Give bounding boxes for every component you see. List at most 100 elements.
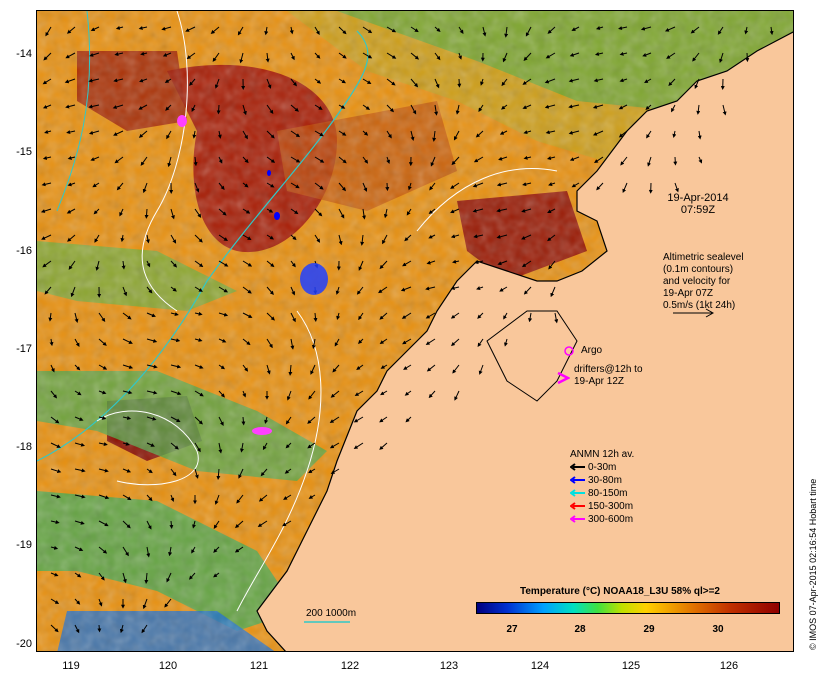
velocity-arrow [310, 364, 316, 375]
velocity-arrow [504, 26, 509, 38]
y-tick-label: -15 [16, 146, 32, 158]
velocity-arrow [308, 468, 316, 474]
velocity-arrow [50, 416, 60, 424]
velocity-arrow [98, 364, 108, 370]
velocity-arrow [44, 286, 52, 295]
velocity-arrow [283, 494, 292, 500]
y-tick-label: -20 [16, 638, 32, 650]
velocity-arrow [620, 156, 628, 166]
velocity-arrow [98, 520, 109, 527]
velocity-arrow [74, 364, 81, 371]
y-tick-label: -18 [16, 441, 32, 453]
velocity-arrow [146, 494, 153, 502]
velocity-arrow [382, 234, 388, 245]
velocity-arrow [353, 416, 364, 423]
velocity-arrow [74, 572, 82, 578]
velocity-arrow [472, 208, 484, 213]
velocity-arrow [547, 208, 556, 214]
velocity-arrow [170, 338, 181, 343]
velocity-scale-arrow [673, 308, 715, 318]
velocity-arrow [90, 26, 100, 31]
velocity-arrow [592, 104, 604, 109]
velocity-arrow [192, 520, 196, 529]
velocity-arrow [290, 234, 297, 241]
velocity-arrow [42, 104, 52, 109]
velocity-arrow [379, 442, 388, 450]
velocity-arrow [360, 234, 365, 246]
drifters-line: 19-Apr 12Z [574, 376, 625, 387]
velocity-arrow [528, 312, 533, 323]
y-tick-label: -19 [16, 539, 32, 551]
velocity-arrow [43, 52, 52, 61]
velocity-arrow [690, 26, 700, 34]
velocity-arrow [122, 468, 132, 473]
velocity-arrow [595, 26, 604, 30]
velocity-arrow [194, 442, 201, 453]
velocity-arrow [74, 520, 85, 525]
velocity-arrow [194, 468, 199, 479]
velocity-arrow [522, 104, 532, 109]
altimetry-note: Altimetric sealevel (0.1m contours) and … [663, 252, 744, 312]
velocity-arrow [98, 312, 106, 323]
velocity-arrow [722, 104, 727, 116]
velocity-arrow [547, 234, 556, 242]
colorbar-title: Temperature (°C) NOAA18_L3U 58% ql>=2 [520, 586, 720, 597]
land-inlet [486, 310, 578, 402]
velocity-arrow [647, 156, 652, 167]
velocity-arrow [49, 338, 54, 347]
velocity-arrow [282, 520, 292, 527]
velocity-arrow [545, 130, 556, 135]
velocity-arrow [66, 208, 76, 214]
velocity-arrow [194, 234, 203, 243]
velocity-arrow [544, 104, 556, 109]
velocity-arrow [428, 208, 436, 215]
velocity-arrow [138, 104, 148, 110]
velocity-arrow [113, 78, 124, 83]
velocity-arrow [568, 104, 580, 109]
velocity-arrow [503, 312, 508, 320]
velocity-arrow [472, 182, 484, 188]
x-tick-label: 119 [62, 660, 80, 672]
velocity-arrow [426, 364, 436, 372]
velocity-arrow [146, 468, 153, 474]
timestamp: 19-Apr-2014 07:59Z [660, 192, 736, 216]
velocity-arrow [358, 312, 364, 321]
argo-label: Argo [581, 345, 603, 356]
sst-map [37, 11, 793, 651]
velocity-arrow [504, 338, 508, 347]
velocity-arrow [74, 442, 86, 447]
velocity-arrow [426, 260, 436, 265]
velocity-arrow [50, 572, 59, 577]
velocity-arrow [140, 156, 148, 166]
velocity-arrow [450, 312, 460, 319]
velocity-arrow [640, 26, 652, 31]
velocity-arrow [112, 104, 124, 109]
velocity-arrow [290, 78, 297, 87]
velocity-arrow [544, 78, 556, 84]
velocity-arrow [593, 78, 604, 83]
velocity-arrow [554, 312, 559, 324]
velocity-arrow [260, 468, 268, 477]
velocity-arrow [236, 494, 244, 504]
velocity-arrow [145, 234, 150, 244]
velocity-arrow [66, 26, 76, 34]
velocity-arrow [141, 624, 148, 634]
velocity-arrow [170, 442, 179, 450]
velocity-arrow [338, 78, 347, 84]
velocity-arrow [194, 286, 203, 292]
velocity-arrow [451, 338, 460, 347]
velocity-arrow [266, 312, 275, 321]
velocity-arrow [674, 182, 679, 193]
velocity-arrow [170, 286, 177, 292]
velocity-arrow [146, 286, 153, 294]
velocity-arrow [434, 52, 441, 61]
x-tick-label: 124 [530, 660, 550, 672]
velocity-arrow [482, 26, 487, 37]
velocity-arrow [666, 52, 676, 59]
velocity-arrow [521, 260, 532, 268]
velocity-arrow [170, 208, 175, 220]
velocity-arrow [432, 130, 437, 142]
velocity-arrow [89, 52, 100, 57]
velocity-arrow [74, 546, 84, 551]
velocity-arrow [146, 260, 151, 268]
